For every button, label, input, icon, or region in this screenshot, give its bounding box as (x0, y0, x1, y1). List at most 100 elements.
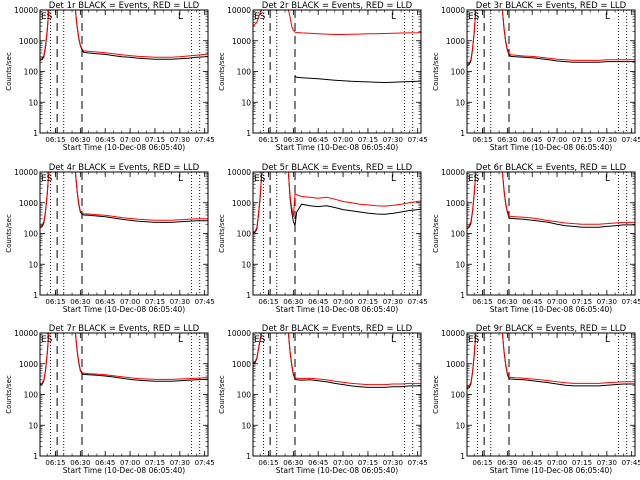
chart-title: Det 3r BLACK = Events, RED = LLD (476, 1, 627, 11)
y-tick-label: 100 (451, 391, 466, 400)
x-tick-label: 06:30 (70, 298, 90, 306)
chart-title: Det 1r BLACK = Events, RED = LLD (49, 1, 200, 11)
x-tick-label: 06:30 (283, 136, 303, 144)
x-tick-label: 07:15 (358, 459, 378, 467)
x-tick-label: 07:00 (333, 298, 353, 306)
x-tick-label: 07:30 (597, 136, 617, 144)
marker-label-l: L (178, 174, 183, 184)
x-tick-label: 07:30 (383, 298, 403, 306)
events-series-line (40, 10, 208, 61)
x-axis-label: Start Time (10-Dec-08 06:05:40) (276, 143, 398, 152)
marker-label-es: ES (254, 174, 266, 184)
y-tick-label: 1 (460, 129, 465, 138)
chart-title: Det 9r BLACK = Events, RED = LLD (476, 324, 627, 334)
x-tick-label: 07:15 (145, 298, 165, 306)
y-axis-label: Counts/sec (218, 214, 226, 253)
lld-series-line (253, 172, 421, 233)
x-tick-label: 07:30 (383, 459, 403, 467)
y-tick-label: 10 (241, 421, 251, 430)
y-tick-label: 1000 (232, 37, 251, 46)
x-tick-label: 07:00 (547, 136, 567, 144)
y-axis-label: Counts/sec (432, 375, 440, 414)
x-tick-label: 06:45 (522, 459, 542, 467)
y-tick-label: 10000 (441, 6, 465, 15)
y-tick-label: 10 (241, 260, 251, 269)
plot-frame (252, 332, 422, 457)
y-tick-label: 1000 (19, 199, 38, 208)
y-tick-label: 10 (455, 260, 465, 269)
x-tick-label: 07:30 (597, 459, 617, 467)
y-tick-label: 1000 (19, 37, 38, 46)
x-axis-label: Start Time (10-Dec-08 06:05:40) (490, 466, 612, 475)
x-tick-label: 07:30 (170, 298, 190, 306)
x-tick-label: 06:30 (70, 136, 90, 144)
x-tick-label: 07:00 (120, 298, 140, 306)
y-tick-label: 10000 (227, 329, 251, 338)
y-tick-label: 1 (246, 129, 251, 138)
y-tick-label: 100 (24, 68, 39, 77)
x-tick-label: 06:45 (95, 459, 115, 467)
events-series-line (253, 172, 421, 234)
x-axis-label: Start Time (10-Dec-08 06:05:40) (63, 466, 185, 475)
y-tick-label: 1 (460, 452, 465, 461)
y-tick-label: 100 (237, 230, 252, 239)
y-axis-label: Counts/sec (218, 375, 226, 414)
chart-panel: Det 6r BLACK = Events, RED = LLD 1 10 100 10… (432, 163, 640, 314)
plot-frame (39, 9, 209, 134)
x-tick-label: 06:15 (472, 459, 492, 467)
x-tick-label: 06:15 (472, 298, 492, 306)
x-tick-label: 06:45 (308, 298, 328, 306)
x-tick-label: 06:45 (522, 136, 542, 144)
x-tick-label: 06:15 (45, 459, 65, 467)
x-tick-label: 07:00 (547, 459, 567, 467)
y-tick-label: 100 (237, 391, 252, 400)
x-tick-label: 06:15 (45, 298, 65, 306)
marker-label-l: L (391, 12, 396, 22)
y-tick-label: 100 (451, 68, 466, 77)
x-tick-label: 06:45 (95, 136, 115, 144)
y-axis-label: Counts/sec (5, 52, 13, 91)
x-tick-label: 06:15 (45, 136, 65, 144)
chart-panel: Det 3r BLACK = Events, RED = LLD 1 10 100 10… (432, 1, 640, 152)
x-tick-label: 07:45 (622, 298, 640, 306)
chart-panel: Det 9r BLACK = Events, RED = LLD 1 10 100 10… (432, 324, 640, 475)
chart-panel: Det 8r BLACK = Events, RED = LLD 1 10 100 10… (218, 324, 428, 475)
marker-label-es: ES (41, 335, 53, 345)
marker-label-es: ES (468, 12, 480, 22)
y-tick-label: 100 (24, 391, 39, 400)
y-axis-label: Counts/sec (5, 214, 13, 253)
chart-panel: Det 2r BLACK = Events, RED = LLD 1 10 100 10… (218, 1, 428, 152)
x-axis-label: Start Time (10-Dec-08 06:05:40) (490, 143, 612, 152)
y-tick-label: 10 (241, 98, 251, 107)
x-tick-label: 06:45 (308, 459, 328, 467)
y-tick-label: 100 (24, 230, 39, 239)
x-tick-label: 06:45 (308, 136, 328, 144)
events-series-line (467, 333, 635, 390)
plot-frame (466, 9, 636, 134)
x-tick-label: 06:15 (472, 136, 492, 144)
x-tick-label: 07:45 (622, 136, 640, 144)
x-tick-label: 07:45 (195, 136, 215, 144)
chart-title: Det 5r BLACK = Events, RED = LLD (262, 163, 413, 173)
lld-series-line (40, 333, 208, 385)
marker-label-l: L (178, 12, 183, 22)
marker-label-es: ES (41, 174, 53, 184)
lld-series-line (40, 10, 208, 60)
y-tick-label: 1 (460, 291, 465, 300)
x-tick-label: 07:00 (120, 136, 140, 144)
plot-frame (466, 332, 636, 457)
x-axis-label: Start Time (10-Dec-08 06:05:40) (63, 143, 185, 152)
x-tick-label: 07:00 (333, 459, 353, 467)
chart-panel: Det 4r BLACK = Events, RED = LLD 1 10 100 10… (5, 163, 215, 314)
x-tick-label: 07:45 (408, 459, 428, 467)
x-axis-label: Start Time (10-Dec-08 06:05:40) (276, 466, 398, 475)
x-tick-label: 06:30 (70, 459, 90, 467)
y-axis-label: Counts/sec (432, 214, 440, 253)
y-tick-label: 1000 (446, 360, 465, 369)
y-tick-label: 1 (33, 129, 38, 138)
x-tick-label: 06:30 (283, 298, 303, 306)
x-tick-label: 06:15 (258, 298, 278, 306)
x-axis-label: Start Time (10-Dec-08 06:05:40) (276, 305, 398, 314)
chart-title: Det 4r BLACK = Events, RED = LLD (49, 163, 200, 173)
lld-series-line (467, 333, 635, 388)
